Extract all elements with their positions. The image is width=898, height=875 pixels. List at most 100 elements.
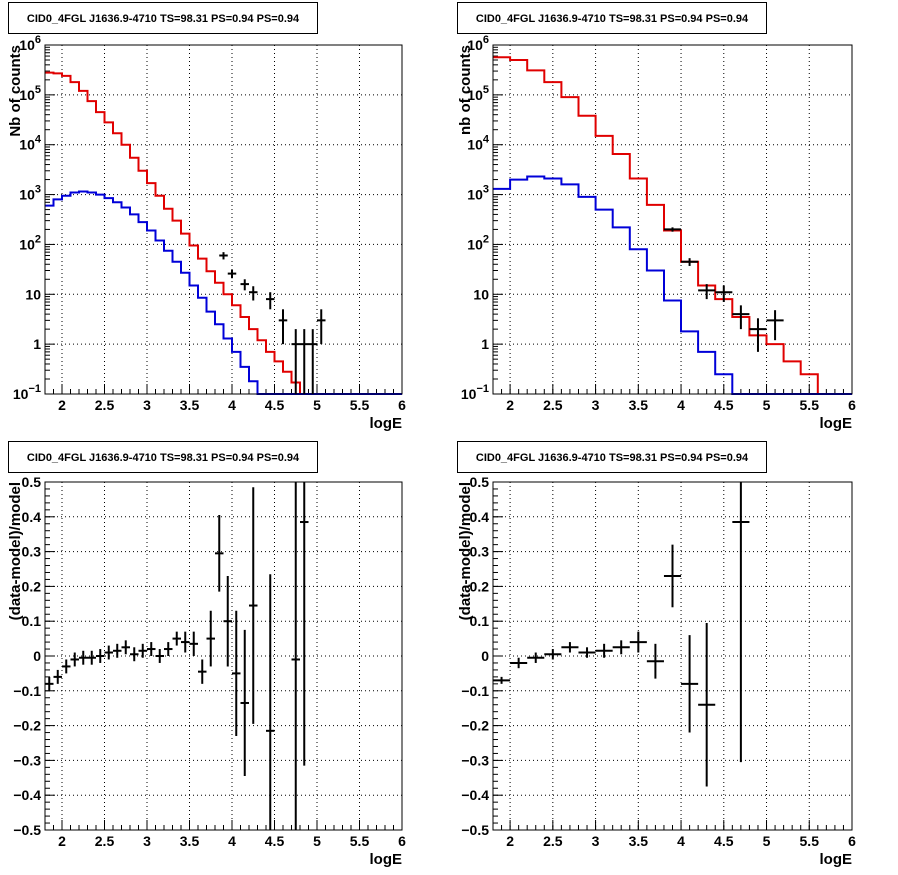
- data-point: [291, 329, 300, 394]
- data-point: [249, 286, 258, 301]
- data-point: [510, 657, 528, 669]
- chart-panel-1: 2 2.5 3 3.5 4 4.5 5 5.5 6 10−1 1 10 102 103 104 105 106 l…: [7, 34, 406, 432]
- x-tick-label: 2: [506, 833, 514, 849]
- data-point: [663, 544, 682, 608]
- x-tick-label: 4: [677, 833, 685, 849]
- x-tick-label: 2: [58, 833, 66, 849]
- plot-frame: [44, 481, 403, 831]
- data-point: [206, 610, 215, 667]
- x-tick-label: 4: [228, 397, 236, 413]
- y-tick-label: 103: [19, 184, 41, 203]
- y-tick-label: 103: [467, 184, 489, 203]
- x-tick-label: 4.5: [265, 397, 285, 413]
- data-point: [130, 647, 139, 662]
- x-tick-label: 3: [592, 833, 600, 849]
- y-tick-label: 0.5: [470, 474, 490, 490]
- y-tick-label: 105: [19, 84, 41, 103]
- data-point: [223, 575, 232, 667]
- data-point: [266, 292, 275, 310]
- y-tick-label: −0.2: [13, 718, 41, 734]
- x-tick-label: 2.5: [95, 833, 115, 849]
- y-tick-label: 1: [481, 336, 489, 352]
- x-axis-label: logE: [820, 851, 853, 868]
- data-point: [62, 659, 71, 674]
- y-tick-label: 105: [467, 84, 489, 103]
- data-point: [227, 269, 237, 279]
- data-point: [79, 650, 88, 665]
- y-tick-label: −0.1: [13, 683, 41, 699]
- x-axis-label: logE: [820, 415, 853, 432]
- data-point: [681, 258, 699, 266]
- y-tick-label: 106: [467, 34, 489, 53]
- x-tick-label: 5: [313, 833, 321, 849]
- x-axis-label: logE: [370, 851, 403, 868]
- y-tick-label: 0.1: [22, 613, 42, 629]
- data-point: [198, 659, 207, 684]
- x-tick-label: 2: [58, 397, 66, 413]
- y-tick-label: −0.4: [461, 787, 489, 803]
- data-point: [561, 642, 579, 653]
- data-point: [595, 643, 613, 658]
- data-point: [155, 649, 164, 663]
- data-point: [732, 482, 750, 763]
- x-tick-label: 6: [398, 397, 406, 413]
- chart-title: CID0_4FGL J1636.9-4710 TS=98.31 PS=0.94 …: [8, 441, 318, 473]
- y-tick-label: 0.5: [22, 474, 42, 490]
- data-point: [578, 647, 596, 658]
- data-point: [232, 610, 241, 737]
- x-tick-label: 6: [398, 833, 406, 849]
- x-tick-label: 5.5: [350, 397, 370, 413]
- data-point: [732, 305, 750, 330]
- y-tick-label: 0.1: [470, 613, 490, 629]
- data-point: [715, 285, 733, 303]
- x-tick-label: 2.5: [543, 397, 563, 413]
- y-tick-label: 10: [25, 286, 41, 302]
- x-tick-label: 3.5: [180, 833, 200, 849]
- data-point: [493, 676, 511, 684]
- y-tick-label: 1: [33, 336, 41, 352]
- data-point: [215, 515, 224, 592]
- y-tick-label: 10: [473, 286, 489, 302]
- plot-frame: [492, 481, 853, 831]
- x-tick-label: 4.5: [714, 397, 734, 413]
- data-point: [138, 643, 147, 658]
- chart-panel-2: 2 2.5 3 3.5 4 4.5 5 5.5 6 10−1 1 10 102 103 104 105 106 l…: [457, 34, 856, 432]
- data-point: [663, 227, 682, 232]
- data-point: [70, 652, 79, 667]
- data-point: [544, 649, 562, 660]
- data-point: [300, 329, 309, 394]
- data-point: [300, 482, 309, 766]
- x-tick-label: 4: [677, 397, 685, 413]
- x-tick-label: 5: [763, 397, 771, 413]
- chart-title: CID0_4FGL J1636.9-4710 TS=98.31 PS=0.94 …: [457, 2, 767, 34]
- data-point: [612, 640, 630, 655]
- data-point: [629, 631, 647, 653]
- y-axis-label: (data-model)/model: [7, 482, 24, 620]
- data-point: [698, 622, 716, 787]
- y-tick-label: 0: [481, 648, 489, 664]
- x-tick-label: 2.5: [543, 833, 563, 849]
- x-tick-label: 3: [143, 833, 151, 849]
- y-tick-label: 0.3: [22, 544, 42, 560]
- x-tick-label: 4.5: [265, 833, 285, 849]
- data-point: [181, 631, 190, 653]
- y-tick-label: 102: [19, 233, 41, 252]
- chart-panel-3: 2 2.5 3 3.5 4 4.5 5 5.5 6 −0.5 −0.4 −0.3 −0.2 −0.1 0 0.…: [7, 474, 406, 868]
- data-point: [240, 629, 249, 777]
- chart-title: CID0_4FGL J1636.9-4710 TS=98.31 PS=0.94 …: [457, 441, 767, 473]
- x-tick-label: 2.5: [95, 397, 115, 413]
- chart-panel-4: 2 2.5 3 3.5 4 4.5 5 5.5 6 −0.5 −0.4 −0.3 −0.2 −0.1 0 0.…: [457, 474, 856, 868]
- data-point: [278, 309, 288, 345]
- data-point: [113, 643, 122, 658]
- data-point: [527, 652, 545, 663]
- x-tick-label: 6: [848, 397, 856, 413]
- data-point: [681, 635, 699, 733]
- plot-frame: [44, 44, 403, 395]
- y-tick-label: 106: [19, 34, 41, 53]
- y-tick-label: 0.2: [22, 578, 42, 594]
- data-point: [646, 643, 664, 679]
- y-axis-label: Nb of counts: [7, 45, 24, 137]
- chart-title: CID0_4FGL J1636.9-4710 TS=98.31 PS=0.94 …: [8, 2, 318, 34]
- data-point: [249, 487, 258, 724]
- x-tick-label: 3.5: [629, 833, 649, 849]
